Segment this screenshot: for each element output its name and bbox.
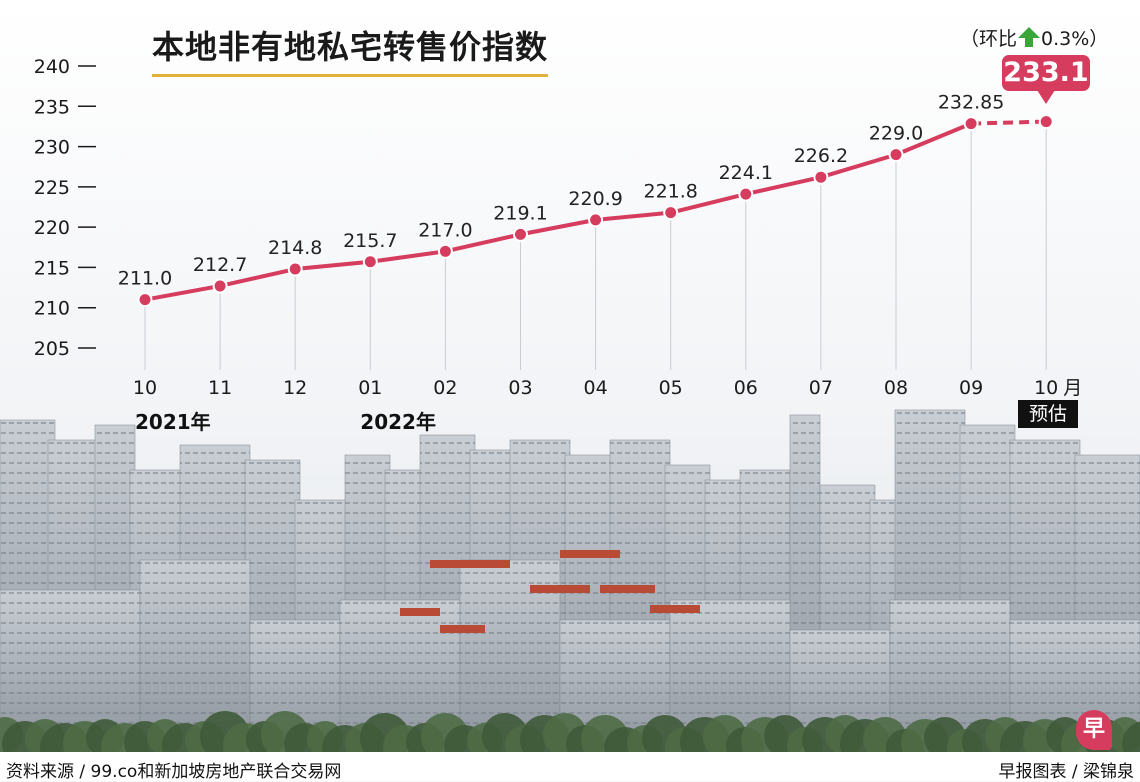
- zaobao-logo: 早: [1076, 710, 1112, 750]
- year-label-2022: 2022年: [360, 410, 436, 434]
- x-tick-label: 05: [659, 377, 683, 399]
- data-point: [513, 226, 528, 242]
- graphic-credit: 早报图表 / 梁锦泉: [998, 762, 1134, 782]
- data-labels: 211.0 212.7 214.8 215.7 217.0 219.1 220.9 221.8…: [118, 92, 1005, 290]
- y-tick-label: 205: [34, 338, 70, 360]
- data-point: [663, 205, 679, 221]
- data-point: [212, 278, 228, 294]
- y-tick-label: 240: [34, 56, 70, 78]
- mom-suffix: ）: [1089, 28, 1109, 50]
- x-tick-label: 10: [1034, 377, 1058, 399]
- y-tick-label: 210: [34, 298, 70, 320]
- chart-title: 本地非有地私宅转售价指数: [152, 22, 549, 77]
- data-label: 220.9: [568, 188, 622, 210]
- y-axis: 205 210 215 220 225 230 235 240: [34, 56, 96, 360]
- series-line-estimate: [971, 119, 1047, 126]
- callout-pointer: [1037, 90, 1055, 104]
- mom-value: 0.3%: [1041, 28, 1090, 50]
- series-line: [144, 119, 1047, 302]
- x-tick-label: 07: [809, 377, 833, 399]
- y-tick-label: 220: [34, 217, 70, 239]
- data-label: 229.0: [869, 123, 923, 145]
- x-tick-label: 02: [433, 377, 457, 399]
- data-label: 212.7: [193, 254, 247, 276]
- data-point: [1038, 114, 1054, 130]
- data-point: [888, 147, 904, 163]
- data-point: [963, 116, 979, 132]
- x-tick-label: 06: [734, 377, 758, 399]
- x-tick-label: 09: [959, 377, 983, 399]
- category-guide-lines: [144, 127, 1047, 370]
- month-on-month-change: （环比 0.3%）: [960, 24, 1108, 53]
- estimate-badge: 预估: [1018, 400, 1078, 428]
- data-label: 219.1: [493, 202, 547, 224]
- year-label-2021: 2021年: [135, 410, 211, 434]
- x-tick-label: 12: [283, 377, 307, 399]
- data-label: 211.0: [118, 268, 172, 290]
- y-tick-label: 235: [34, 96, 70, 118]
- series-line-actual: [144, 121, 972, 302]
- x-tick-label: 08: [884, 377, 908, 399]
- data-label: 221.8: [643, 181, 697, 203]
- data-point: [362, 254, 378, 270]
- data-label: 214.8: [268, 237, 322, 259]
- month-unit-label: 月: [1063, 377, 1082, 399]
- x-tick-label: 11: [208, 377, 232, 399]
- data-point: [588, 212, 604, 228]
- data-point: [137, 292, 153, 308]
- data-label: 215.7: [343, 230, 397, 252]
- data-point: [813, 169, 829, 185]
- data-point: [437, 243, 453, 259]
- data-label: 217.0: [418, 219, 472, 241]
- data-label: 232.85: [938, 92, 1004, 114]
- data-point: [738, 186, 754, 202]
- data-points: [137, 114, 1054, 308]
- data-label: 224.1: [719, 162, 773, 184]
- data-point: [287, 261, 303, 277]
- x-axis: 10 11 12 01 02 03 04 05 06 07 08 09 10 月: [133, 377, 1082, 399]
- latest-value-callout: 233.1: [1002, 55, 1090, 91]
- x-tick-label: 01: [358, 377, 382, 399]
- source-note: 资料来源 / 99.co和新加坡房地产联合交易网: [6, 762, 342, 782]
- x-tick-label: 10: [133, 377, 157, 399]
- x-tick-label: 04: [584, 377, 608, 399]
- y-tick-label: 225: [34, 177, 70, 199]
- up-arrow-icon: [1017, 26, 1041, 53]
- mom-prefix: （环比: [960, 28, 1018, 50]
- y-tick-label: 230: [34, 137, 70, 159]
- data-label: 226.2: [794, 145, 848, 167]
- x-tick-label: 03: [508, 377, 532, 399]
- y-tick-label: 215: [34, 257, 70, 279]
